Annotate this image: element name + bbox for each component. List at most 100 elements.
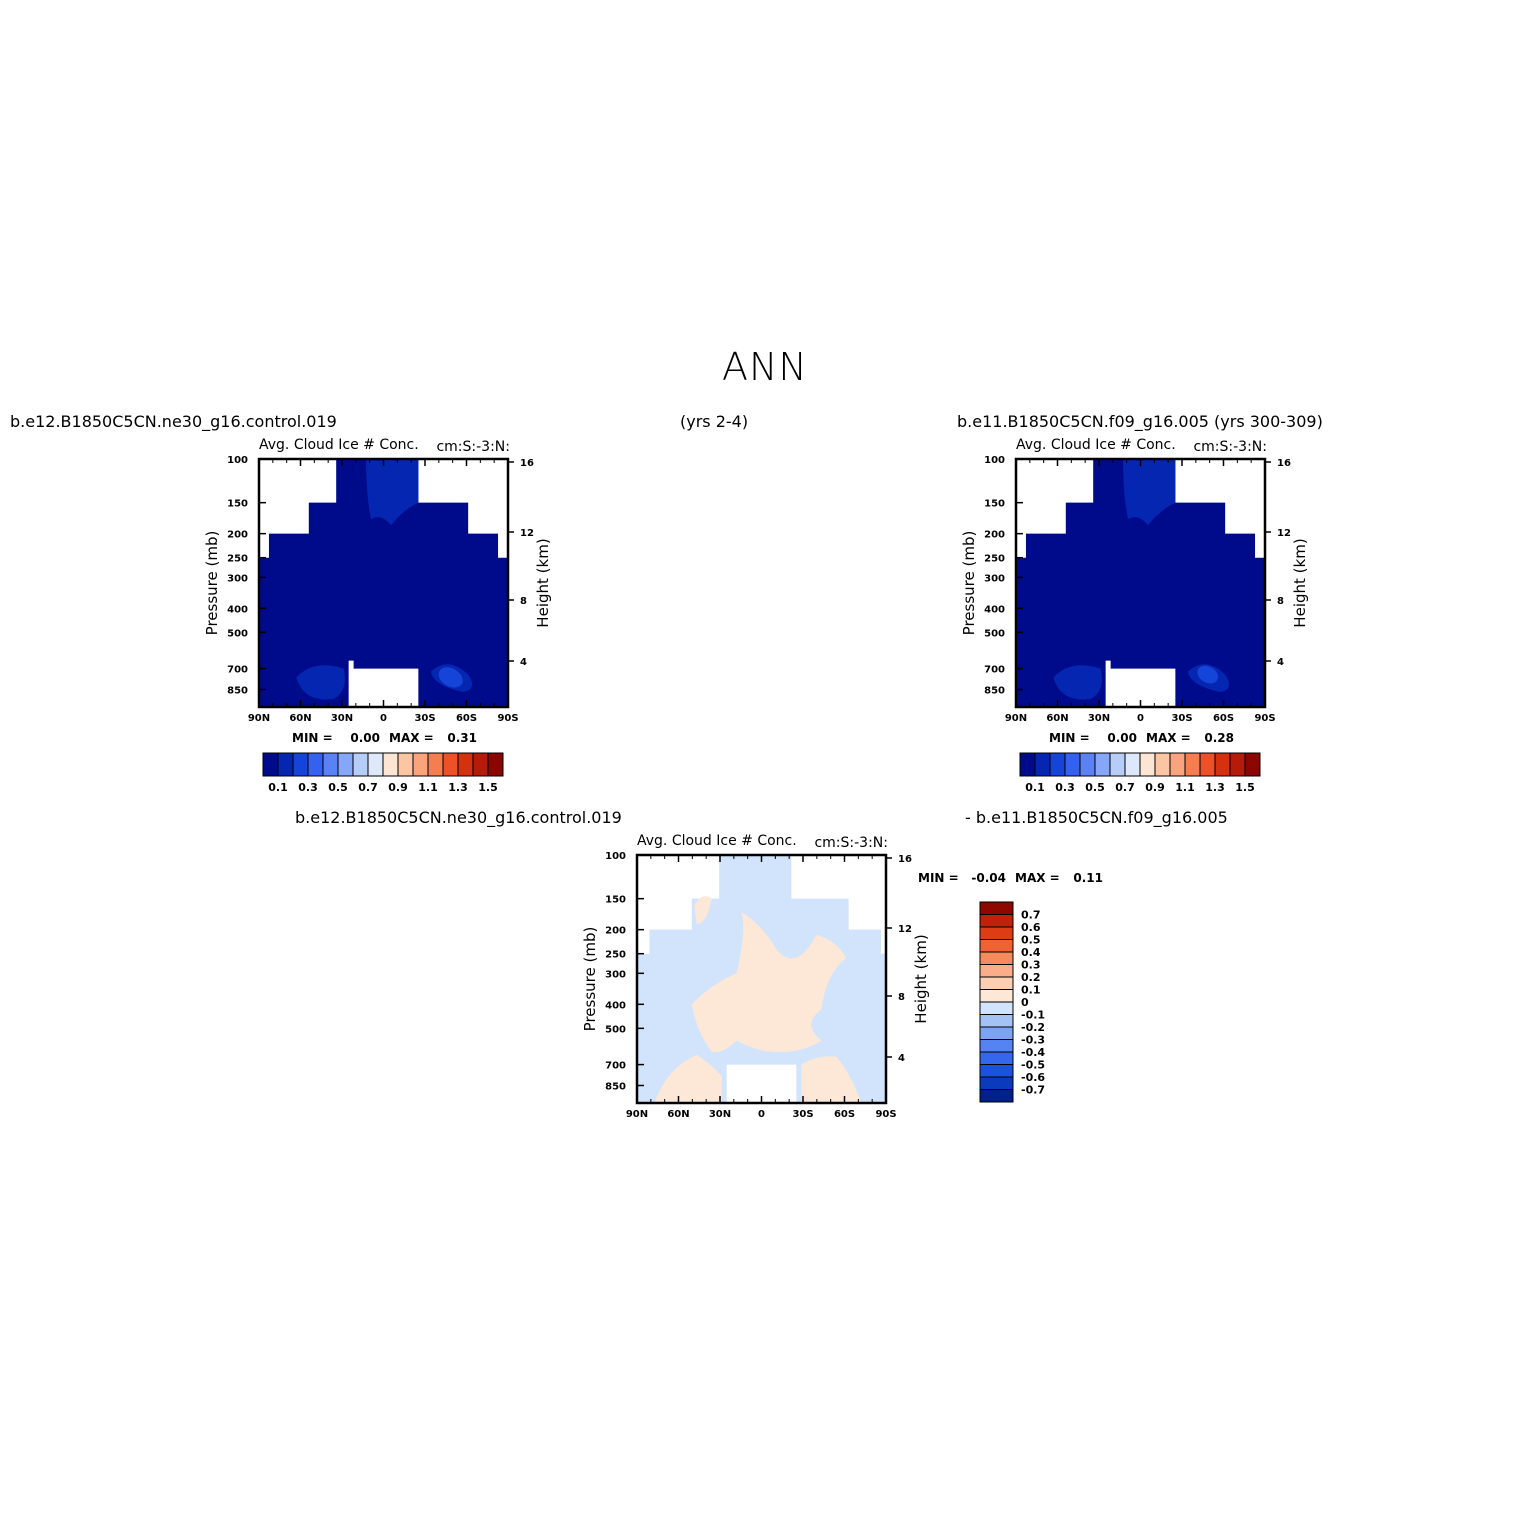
y-tick-label: 500 bbox=[984, 628, 1005, 639]
y-tick-label: 200 bbox=[227, 530, 248, 541]
x-tick-label: 60N bbox=[289, 713, 311, 724]
figure-title: ANN bbox=[722, 345, 808, 389]
colorbar-swatch bbox=[1244, 752, 1261, 777]
x-tick-label: 0 bbox=[1137, 713, 1144, 724]
y-right-tick-label: 8 bbox=[898, 992, 905, 1003]
colorbar-swatch bbox=[1154, 752, 1171, 777]
case2-name: b.e11.B1850C5CN.f09_g16.005 (yrs 300-309… bbox=[957, 412, 1323, 431]
x-tick-label: 30S bbox=[414, 713, 435, 724]
panel-left-title: Avg. Cloud Ice # Conc. bbox=[637, 833, 797, 849]
colorbar-swatch bbox=[1019, 752, 1036, 777]
colorbar-swatch bbox=[1184, 752, 1201, 777]
panel-left-title: Avg. Cloud Ice # Conc. bbox=[259, 437, 419, 453]
y-right-tick-label: 12 bbox=[520, 528, 534, 539]
x-tick-label: 60S bbox=[456, 713, 477, 724]
field-max-core bbox=[438, 667, 463, 688]
colorbar-label: 0.5 bbox=[328, 781, 348, 794]
x-tick-label: 30S bbox=[792, 1109, 813, 1120]
y-right-axis-label: Height (km) bbox=[912, 934, 930, 1023]
colorbar-swatch bbox=[322, 752, 339, 777]
diff-colorbar-label: 0.2 bbox=[1021, 971, 1041, 984]
colorbar-label: 0.3 bbox=[298, 781, 318, 794]
colorbar-swatch bbox=[1139, 752, 1156, 777]
colorbar-label: 1.1 bbox=[1175, 781, 1195, 794]
diff-field-positive-lower-right bbox=[801, 1056, 862, 1103]
y-tick-label: 200 bbox=[984, 530, 1005, 541]
y-tick-label: 250 bbox=[984, 554, 1005, 565]
diff-colorbar-swatch bbox=[979, 1064, 1014, 1078]
colorbar-swatch bbox=[1199, 752, 1216, 777]
diff-colorbar-swatch bbox=[979, 939, 1014, 953]
field-max-core bbox=[1197, 665, 1219, 684]
y-right-tick-label: 16 bbox=[520, 458, 534, 469]
y-right-tick-label: 8 bbox=[520, 596, 527, 607]
field-low bbox=[259, 459, 508, 707]
diff-colorbar-label: -0.6 bbox=[1021, 1071, 1045, 1084]
x-tick-label: 90N bbox=[248, 713, 270, 724]
diff-colorbar-swatch bbox=[979, 1039, 1014, 1053]
diff-colorbar-label: 0.4 bbox=[1021, 946, 1041, 959]
x-tick-label: 90S bbox=[875, 1109, 896, 1120]
y-tick-label: 300 bbox=[984, 573, 1005, 584]
colorbar-swatch bbox=[457, 752, 474, 777]
colorbar-swatch bbox=[1229, 752, 1246, 777]
min-label: MIN = bbox=[292, 731, 333, 745]
panel-right-title: cm:S:-3:N: bbox=[1193, 439, 1267, 455]
y-tick-label: 500 bbox=[605, 1024, 626, 1035]
diff-colorbar-label: -0.3 bbox=[1021, 1034, 1045, 1047]
diff-colorbar-label: 0 bbox=[1021, 996, 1029, 1009]
diff-colorbar-swatch bbox=[979, 1014, 1014, 1028]
colorbar-swatch bbox=[262, 752, 279, 777]
colorbar-label: 0.5 bbox=[1085, 781, 1105, 794]
max-value: 0.31 bbox=[447, 731, 477, 745]
y-tick-label: 850 bbox=[227, 685, 248, 696]
y-tick-label: 100 bbox=[984, 455, 1005, 466]
diff-colorbar-swatch bbox=[979, 964, 1014, 978]
min-label: MIN = bbox=[1049, 731, 1090, 745]
colorbar-swatch bbox=[1034, 752, 1051, 777]
min-value: 0.00 bbox=[350, 731, 380, 745]
field-lowleft-patch bbox=[1053, 665, 1102, 700]
colorbar-label: 1.3 bbox=[448, 781, 468, 794]
panel-difference: 90N 60N 30N 0 30S 60S 90S 100 150 200 250 300 400 500… bbox=[581, 833, 1103, 1120]
diff-colorbar-label: -0.2 bbox=[1021, 1021, 1045, 1034]
colorbar-swatch bbox=[337, 752, 354, 777]
diff-field-positive-small bbox=[694, 896, 712, 925]
field-upper-patch bbox=[1123, 459, 1176, 526]
diff-colorbar-swatch bbox=[979, 901, 1014, 915]
colorbar-swatch bbox=[292, 752, 309, 777]
colorbar-swatch bbox=[1109, 752, 1126, 777]
diff-colorbar-label: 0.7 bbox=[1021, 909, 1041, 922]
min-label: MIN = bbox=[918, 871, 959, 885]
colorbar-label: 0.1 bbox=[268, 781, 288, 794]
max-value: 0.28 bbox=[1204, 731, 1234, 745]
y-tick-label: 850 bbox=[605, 1081, 626, 1092]
colorbar-swatch bbox=[412, 752, 429, 777]
diff-colorbar-swatch bbox=[979, 1051, 1014, 1065]
y-tick-label: 400 bbox=[605, 1000, 626, 1011]
diff-colorbar-label: -0.4 bbox=[1021, 1046, 1045, 1059]
y-tick-label: 250 bbox=[227, 554, 248, 565]
years-label: (yrs 2-4) bbox=[680, 412, 749, 431]
colorbar-label: 1.1 bbox=[418, 781, 438, 794]
colorbar-label: 1.5 bbox=[1235, 781, 1255, 794]
y-right-tick-label: 16 bbox=[1277, 458, 1291, 469]
colorbar-swatch bbox=[307, 752, 324, 777]
y-tick-label: 700 bbox=[605, 1061, 626, 1072]
max-value: 0.11 bbox=[1073, 871, 1103, 885]
colorbar-swatch bbox=[1079, 752, 1096, 777]
diff-colorbar-swatch bbox=[979, 1001, 1014, 1015]
y-tick-label: 150 bbox=[605, 895, 626, 906]
x-tick-label: 90N bbox=[1005, 713, 1027, 724]
colorbar-swatch bbox=[352, 752, 369, 777]
panel-case2: 90N 60N 30N 0 30S 60S 90S 100 150 200 250 300 400 500… bbox=[960, 437, 1309, 794]
colorbar-swatch bbox=[367, 752, 384, 777]
panel-left-title: Avg. Cloud Ice # Conc. bbox=[1016, 437, 1176, 453]
panel-case1: 90N 60N 30N 0 30S 60S 90S 100 150 200 250 300 400 500… bbox=[203, 437, 552, 794]
diff-colorbar-label: -0.1 bbox=[1021, 1009, 1045, 1022]
colorbar-swatch bbox=[427, 752, 444, 777]
y-tick-label: 200 bbox=[605, 926, 626, 937]
x-tick-label: 30S bbox=[1171, 713, 1192, 724]
y-tick-label: 300 bbox=[227, 573, 248, 584]
